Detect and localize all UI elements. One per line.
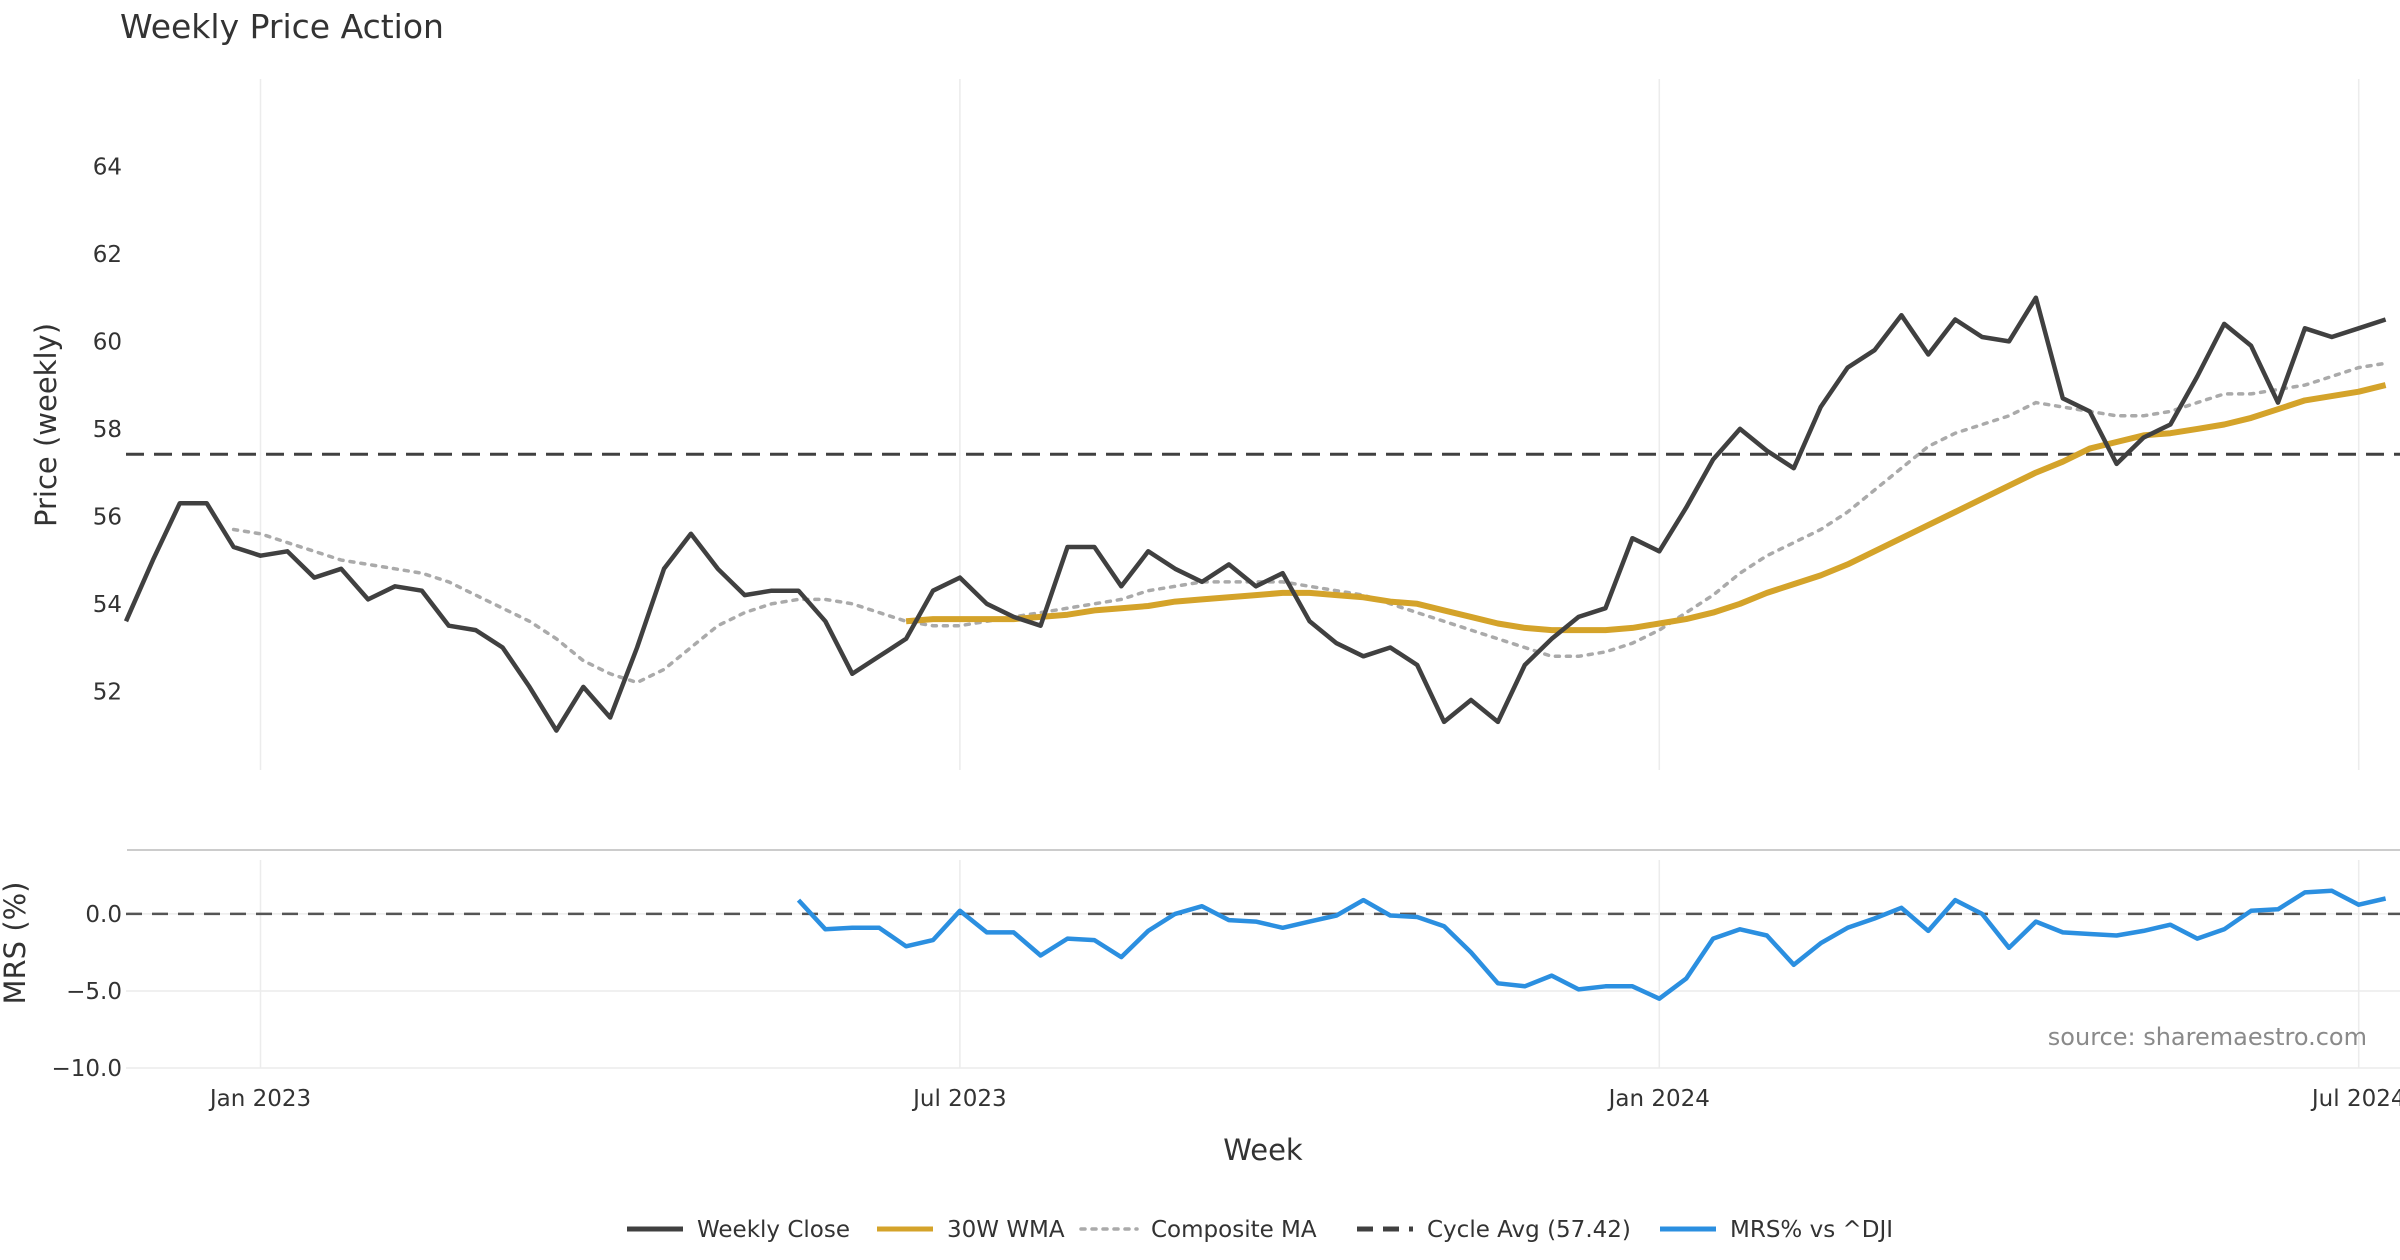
mrs-line bbox=[796, 888, 2387, 1001]
grid-lines bbox=[126, 79, 2400, 1069]
legend-label: Weekly Close bbox=[697, 1217, 850, 1243]
x-tick-label: Jan 2023 bbox=[208, 1086, 311, 1112]
source-note: source: sharemaestro.com bbox=[2048, 1023, 2367, 1051]
price-y-tick-label: 64 bbox=[93, 154, 122, 180]
price-y-tick-label: 58 bbox=[93, 417, 122, 443]
mrs-y-ticks: 0.0 −5.0 −10.0 bbox=[52, 902, 122, 1082]
price-y-tick-label: 52 bbox=[93, 679, 122, 705]
chart-title: Weekly Price Action bbox=[120, 7, 444, 46]
price-axis-title: Price (weekly) bbox=[29, 323, 63, 527]
x-tick-label: Jan 2024 bbox=[1607, 1086, 1710, 1112]
wma-30w-line bbox=[905, 382, 2387, 634]
price-y-tick-label: 62 bbox=[93, 242, 122, 268]
mrs-y-tick-label: −5.0 bbox=[66, 979, 122, 1005]
x-tick-label: Jul 2024 bbox=[2310, 1086, 2400, 1112]
mrs-y-tick-label: −10.0 bbox=[52, 1056, 122, 1082]
legend-label: MRS% vs ^DJI bbox=[1730, 1217, 1893, 1243]
mrs-y-tick-label: 0.0 bbox=[85, 902, 122, 928]
legend-label: Composite MA bbox=[1151, 1217, 1317, 1243]
price-y-tick-label: 56 bbox=[93, 504, 122, 530]
price-y-tick-label: 54 bbox=[93, 592, 122, 618]
legend-label: Cycle Avg (57.42) bbox=[1427, 1217, 1631, 1243]
composite-ma-line bbox=[231, 361, 2388, 685]
legend-label: 30W WMA bbox=[947, 1217, 1065, 1243]
mrs-axis-title: MRS (%) bbox=[0, 882, 32, 1005]
x-tick-label: Jul 2023 bbox=[911, 1086, 1007, 1112]
x-axis-title: Week bbox=[1223, 1133, 1303, 1167]
price-y-ticks: 52 54 56 58 60 62 64 bbox=[93, 154, 122, 705]
price-y-tick-label: 60 bbox=[93, 329, 122, 355]
weekly-close-line bbox=[123, 295, 2387, 733]
legend: Weekly Close 30W WMA Composite MA Cycle Avg… bbox=[627, 1217, 1893, 1243]
